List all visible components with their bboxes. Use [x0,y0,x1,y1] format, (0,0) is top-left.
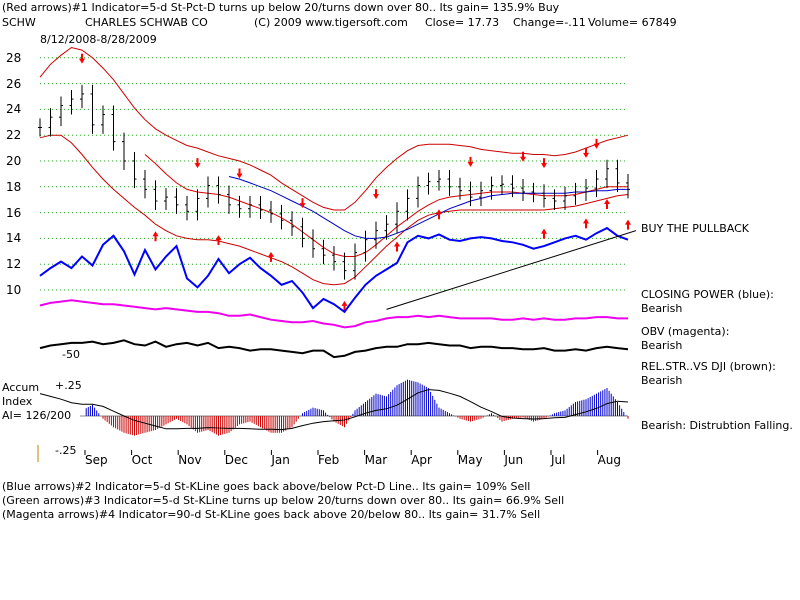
company-label: CHARLES SCHWAB CO [85,16,208,29]
accum-plus-label: +.25 [55,379,82,392]
ai-label: AI= 126/200 [2,409,72,422]
red-buy-arrowhead [152,231,159,237]
red-sell-arrowhead [373,194,379,200]
relstr-line [39,339,629,359]
close-label: Close= 17.73 [425,16,500,29]
y-tick-24: 24 [6,102,22,117]
footer-green: (Green arrows)#3 Indicator=5-d St-KLine … [2,494,565,507]
red-sell-arrowhead [299,203,306,209]
volume-label: Volume= 67849 [588,16,677,29]
relstr-label: REL.STR..VS DJI (brown): [641,360,776,373]
y-tick-22: 22 [6,128,22,143]
red-buy-arrowhead [215,235,222,241]
month-label-oct: Oct [131,453,153,467]
red-buy-arrowhead [604,198,610,204]
red-buy-arrowhead [341,300,348,306]
date-range-label: 8/12/2008-8/28/2009 [40,33,157,46]
red-sell-arrowhead [236,173,243,179]
red-buy-arrowhead [625,219,631,225]
red-sell-arrowhead [79,58,85,64]
buy-pullback-label: BUY THE PULLBACK [641,222,749,235]
month-label-nov: Nov [178,453,202,467]
change-label: Change=-.11 [513,16,586,29]
month-label-aug: Aug [597,453,622,467]
red-sell-arrowhead [583,152,589,158]
red-sell-arrowhead [541,163,547,169]
obv-label: OBV (magenta): [641,325,730,338]
pullback-trendline [386,230,637,310]
accum-minus-label: -.25 [55,444,77,457]
indicator-lines [39,226,637,359]
accum-ma-line [39,389,629,431]
red-sell-arrowhead [194,163,201,169]
upper-band-line [39,46,629,211]
y-tick-12: 12 [6,257,22,272]
y-tick-28: 28 [6,50,22,65]
y-tick-16: 16 [6,205,22,220]
obv-line [39,299,628,329]
minus50-label: -50 [62,348,80,361]
month-label-mar: Mar [364,453,388,467]
red-buy-arrowhead [394,241,400,247]
accum-label: Accum [2,381,40,394]
closing-power-label: CLOSING POWER (blue): [641,288,774,301]
red-sell-arrowhead [593,143,600,149]
red-sell-arrowhead [467,161,474,167]
closing-power-value: Bearish [641,302,683,315]
month-label-jun: Jun [504,453,524,467]
blue-ma-line [228,176,628,239]
month-label-apr: Apr [411,453,432,467]
y-tick-18: 18 [6,179,22,194]
index-label: Index [2,395,33,408]
y-tick-20: 20 [6,154,22,168]
red-sell-arrowhead [520,156,526,162]
accum-note: Bearish: Distrubtion Falling. [641,419,793,432]
relstr-value: Bearish [641,374,683,387]
month-label-sep: Sep [85,453,108,467]
month-label-may: May [457,453,483,467]
symbol-label: SCHW [2,16,36,29]
signal-arrows [79,53,631,311]
y-tick-14: 14 [6,231,22,246]
footer-blue: (Blue arrows)#2 Indicator=5-d St-KLine g… [2,480,531,493]
red-buy-arrowhead [583,218,589,224]
copyright-label: (C) 2009 www.tigersoft.com [254,16,408,29]
red-buy-arrowhead [436,209,442,215]
y-tick-10: 10 [6,283,22,297]
obv-value: Bearish [641,339,683,352]
month-label-dec: Dec [224,453,249,467]
lower-band-line [39,134,629,286]
header-line1: (Red arrows)#1 Indicator=5-d St-Pct-D tu… [2,1,560,14]
red-buy-arrowhead [268,251,274,257]
y-tick-26: 26 [6,76,22,91]
month-label-feb: Feb [318,453,340,467]
price-bars [38,84,630,280]
red-buy-arrowhead [541,228,547,234]
price-gridlines [40,57,628,455]
month-label-jul: Jul [551,453,566,467]
closing-power-line [39,226,629,314]
month-label-jan: Jan [271,453,290,467]
footer-magenta: (Magenta arrows)#4 Indicator=90-d St-KLi… [2,508,541,521]
accum-index-panel [37,379,629,462]
